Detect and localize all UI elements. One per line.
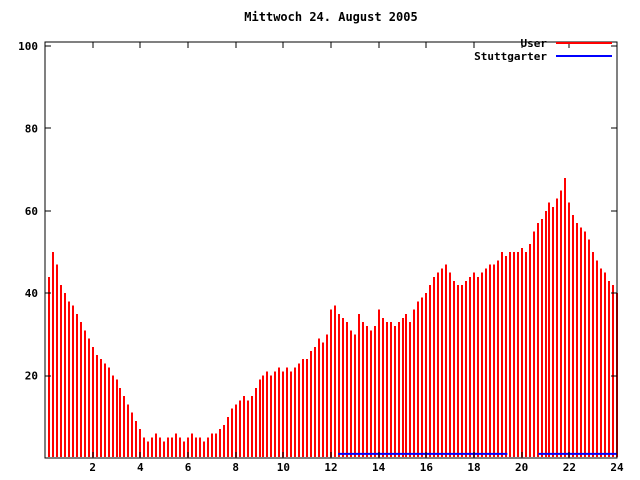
y-tick-label: 100 <box>18 40 38 53</box>
axes <box>44 41 618 459</box>
y-tick-label: 20 <box>25 370 38 383</box>
x-tick-label: 6 <box>185 461 192 474</box>
legend-user-label: User <box>521 37 548 50</box>
x-tick-label: 10 <box>277 461 290 474</box>
bars-user <box>48 177 618 457</box>
x-tick-label: 8 <box>232 461 239 474</box>
x-tick-label: 16 <box>420 461 434 474</box>
y-tick-label: 80 <box>25 122 38 135</box>
y-tick-label: 60 <box>25 205 38 218</box>
x-tick-label: 12 <box>324 461 337 474</box>
y-tick-label: 40 <box>25 287 38 300</box>
chart-title: Mittwoch 24. August 2005 <box>244 10 417 24</box>
x-tick-label: 18 <box>467 461 480 474</box>
x-tick-label: 2 <box>89 461 96 474</box>
legend: User Stuttgarter <box>474 37 612 63</box>
x-tick-label: 22 <box>563 461 576 474</box>
x-tick-label: 14 <box>372 461 386 474</box>
legend-stuttgarter-label: Stuttgarter <box>474 50 547 63</box>
x-tick-label: 20 <box>515 461 528 474</box>
x-tick-label: 4 <box>137 461 144 474</box>
x-tick-label: 24 <box>610 461 624 474</box>
